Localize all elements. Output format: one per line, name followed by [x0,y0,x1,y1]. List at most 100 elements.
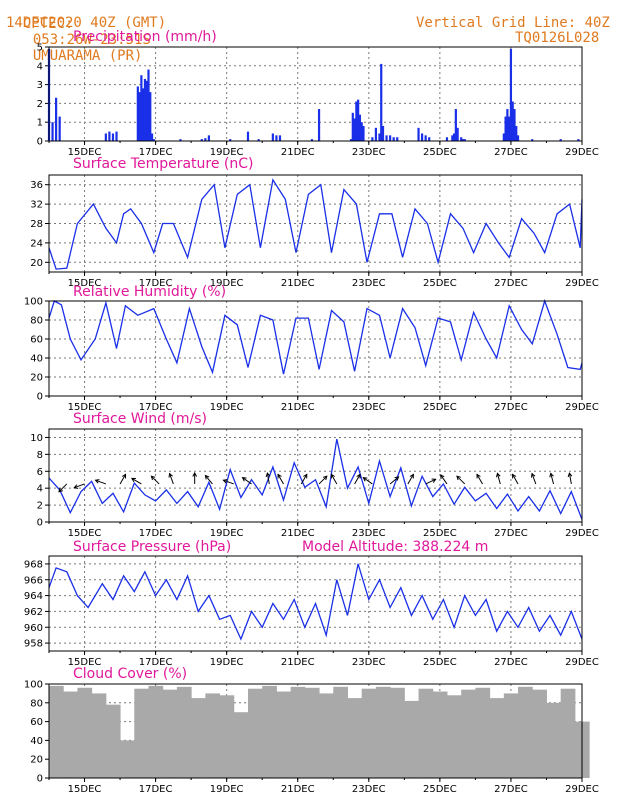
panel-title: Surface Pressure (hPa) [73,539,231,555]
cloud-bar [489,698,505,778]
panel-frame [48,683,583,779]
x-tick-label: 23DEC [352,528,386,539]
cloud-bar [404,700,420,778]
precip-bar [257,139,260,141]
precip-bar [149,92,152,141]
y-tick-label: 36 [30,180,43,191]
wind-arrowhead [121,473,127,479]
precip-bar [58,116,61,141]
precip-bar [310,139,314,141]
x-tick-label: 17DEC [139,278,173,289]
y-tick-label: 100 [24,297,43,308]
cloud-bar [418,688,434,778]
wind-vector [512,474,519,485]
wind-arrowhead [73,484,79,489]
y-tick-label: 4 [37,61,43,72]
precip-bar [108,131,111,141]
y-tick-label: 80 [30,698,43,709]
x-tick-label: 15DEC [68,528,102,539]
x-tick-label: 19DEC [210,784,244,795]
precip-bar [378,133,381,141]
precip-bar [424,135,427,141]
x-tick-label: 27DEC [494,784,528,795]
cloud-bar [49,685,64,778]
precip-bar [389,135,392,141]
precip-bar [275,135,278,141]
wind-arrowhead [567,472,573,478]
wind-arrowhead [512,473,517,479]
header-run-code: TQ0126L028 [515,30,600,46]
precip-bar [115,131,118,141]
precip-bar [559,139,562,141]
y-tick-label: 0 [37,774,43,785]
precip-bar [463,139,466,141]
y-tick-label: 0 [37,137,43,148]
panel-annotation: Model Altitude: 388.224 m [302,539,488,555]
panel-2: Relative Humidity (%) 0 20 40 60 80 100 15DEC 17… [24,284,599,413]
wind-vector [568,473,572,485]
wind-arrowhead [277,473,282,479]
y-tick-label: 10 [30,433,43,444]
panel-4: Surface Pressure (hPa) Model Altitude: 38… [24,539,599,668]
x-tick-label: 21DEC [281,528,315,539]
panel-title: Surface Wind (m/s) [73,411,207,427]
x-tick-label: 21DEC [281,657,315,668]
precip-bar [136,86,139,141]
y-tick-label: 60 [30,335,43,346]
x-tick-label: 15DEC [68,657,102,668]
wind-arrowhead [58,487,63,493]
precip-bar [355,101,358,141]
cloud-bar [475,687,491,778]
precip-bar [140,75,143,141]
cloud-bar [390,687,405,778]
panel-title: Cloud Cover (%) [73,666,187,682]
precip-bar [200,139,203,141]
x-tick-label: 15DEC [68,402,102,413]
y-tick-label: 962 [24,607,43,618]
precip-bar [504,116,507,141]
precip-bar [111,133,115,141]
header-coords: 053:26W-23:51S [32,32,151,48]
precip-bar [511,101,514,141]
y-tick-label: 966 [24,575,43,586]
panel-frame [48,46,583,142]
precip-bar [577,139,580,141]
x-tick-label: 29DEC [565,784,599,795]
precip-bar [147,69,150,141]
x-tick-label: 29DEC [565,657,599,668]
x-tick-label: 23DEC [352,278,386,289]
x-tick-label: 21DEC [281,402,315,413]
precip-bar [207,135,210,141]
precip-bar [515,125,518,141]
wind-arrowhead [530,472,536,478]
wind-arrowhead [394,476,400,481]
y-tick-label: 24 [30,238,43,249]
precip-bar [371,137,374,141]
precip-bar [531,139,534,141]
cloud-bar [205,693,221,778]
wind-vector [204,475,213,485]
precip-bar [396,137,399,141]
wind-vector [74,483,85,489]
y-tick-label: 100 [24,680,43,691]
x-tick-label: 21DEC [281,147,315,158]
y-tick-label: 20 [30,258,43,269]
cloud-bar [333,686,348,778]
x-tick-label: 27DEC [494,657,528,668]
y-tick-label: 2 [37,501,43,512]
wind-arrowhead [303,473,308,479]
panel-title: Precipitation (mm/h) [73,29,217,45]
precip-bar [513,109,516,141]
wind-arrowhead [168,472,173,478]
cloud-bar [446,695,462,778]
x-tick-label: 23DEC [352,657,386,668]
wind-arrowhead [94,479,100,484]
wind-vector [95,479,107,485]
wind-vector [300,474,308,485]
precip-bar [360,122,363,141]
precip-bar [445,137,449,141]
wind-arrowhead [495,472,501,478]
cloud-bar [63,691,78,778]
precip-bar [51,122,54,141]
precip-bar [349,139,353,141]
